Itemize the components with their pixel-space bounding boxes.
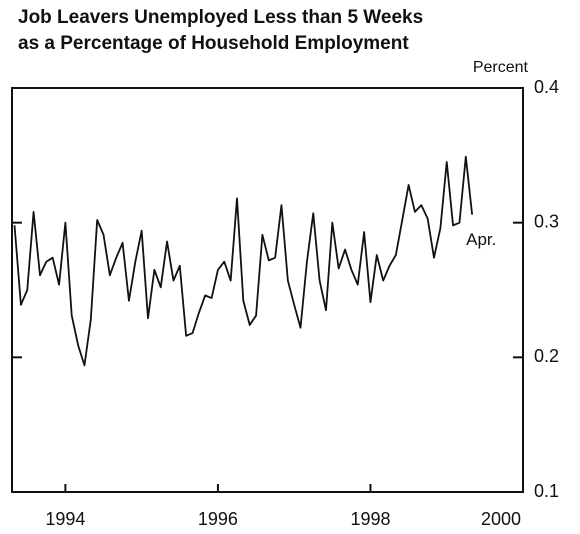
chart-title: Job Leavers Unemployed Less than 5 Weeks xyxy=(18,7,423,28)
y-tick-label: 0.2 xyxy=(534,346,559,366)
y-tick-label: 0.1 xyxy=(534,481,559,501)
annotation: Apr. xyxy=(466,230,496,249)
chart-title: as a Percentage of Household Employment xyxy=(18,33,409,54)
data-line xyxy=(13,155,474,367)
y-tick-label: 0.3 xyxy=(534,211,559,231)
x-tick-label: 2000 xyxy=(481,509,521,529)
x-tick-label: 1994 xyxy=(45,509,85,529)
y-axis-label: Percent xyxy=(473,59,529,76)
x-tick-label: 1996 xyxy=(198,509,238,529)
y-tick-label: 0.4 xyxy=(534,77,559,97)
x-tick-label: 1998 xyxy=(350,509,390,529)
plot-frame xyxy=(11,87,524,493)
